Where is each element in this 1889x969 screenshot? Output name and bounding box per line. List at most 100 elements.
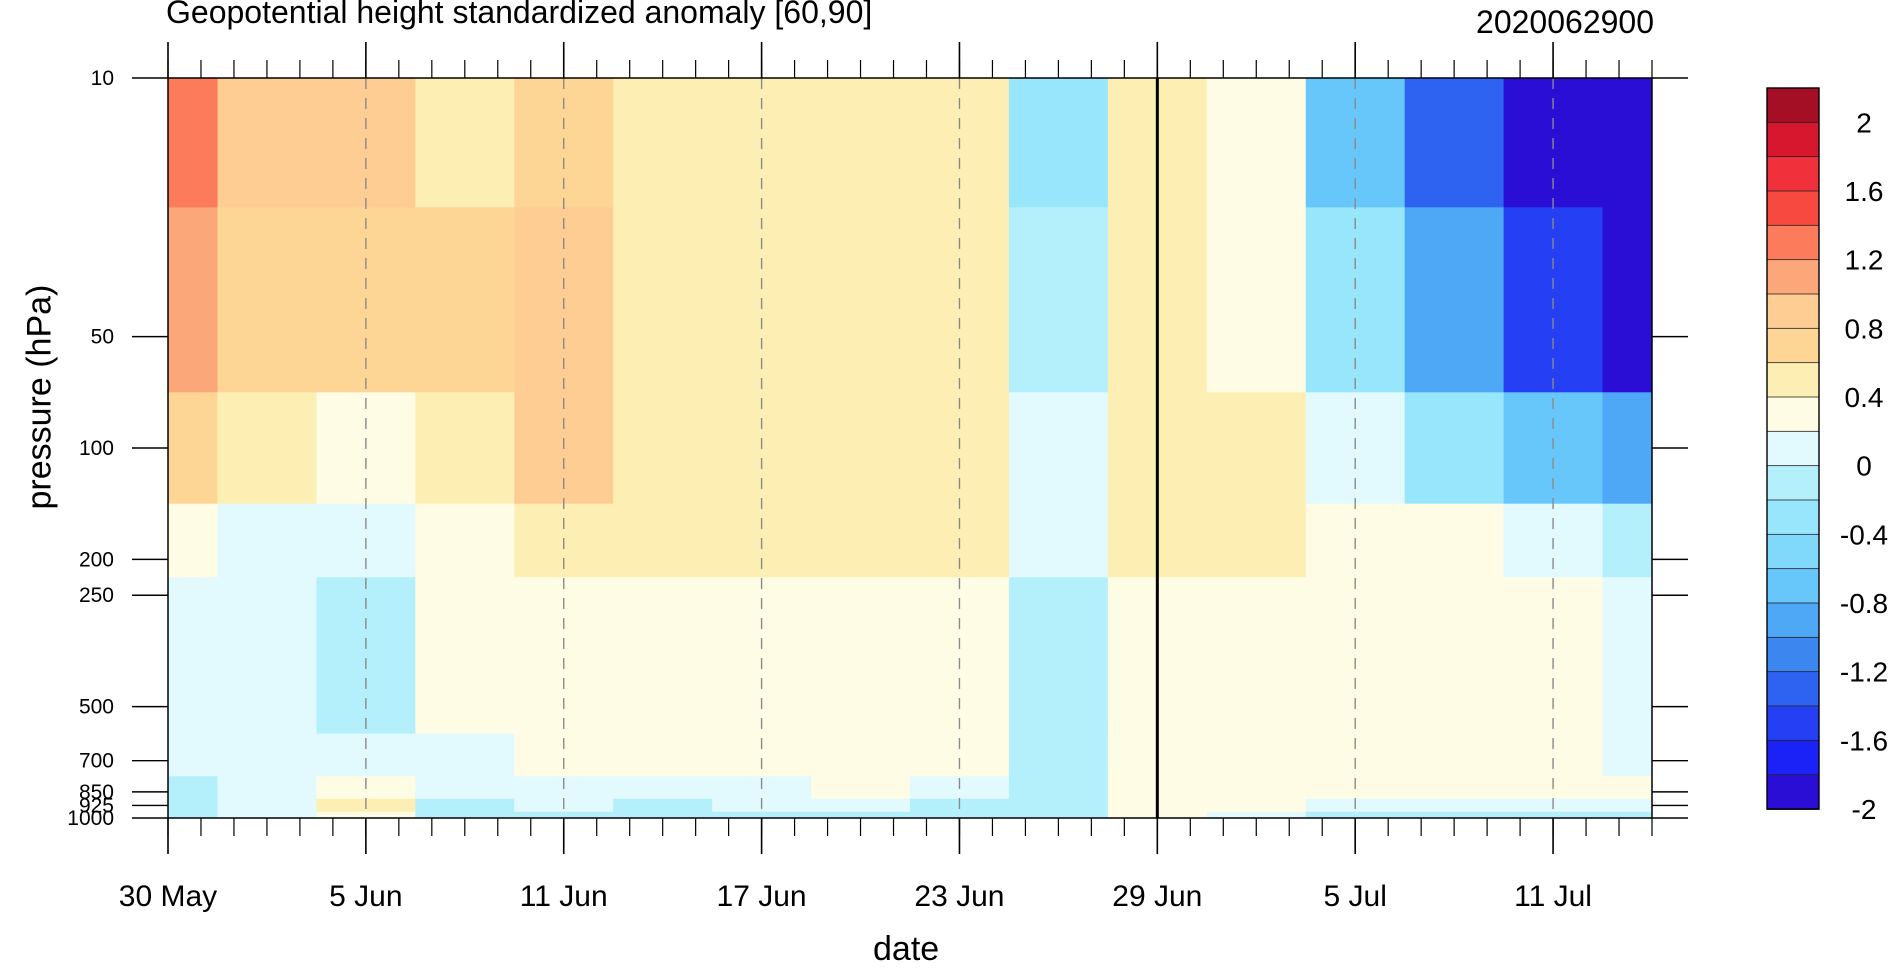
heatmap-cell [168, 776, 218, 800]
heatmap-cell [613, 78, 713, 208]
colorbar-label: -0.4 [1840, 519, 1888, 550]
heatmap-cell [811, 798, 911, 813]
heatmap-cell [1602, 650, 1653, 735]
heatmap-cell [1008, 207, 1109, 393]
chart-title: Geopotential height standardized anomaly… [166, 0, 873, 30]
heatmap-cell [168, 798, 218, 813]
heatmap-cell [1503, 811, 1604, 819]
heatmap-cell [1008, 811, 1109, 819]
colorbar-segment [1766, 499, 1820, 536]
heatmap-cell [1206, 650, 1307, 735]
heatmap-cell [1008, 733, 1109, 777]
colorbar-segment [1766, 293, 1820, 330]
heatmap-cell [415, 503, 515, 578]
y-tick-label: 10 [91, 67, 114, 90]
x-tick-label: 11 Jun [520, 880, 608, 913]
colorbar-segment [1766, 224, 1820, 261]
heatmap-cell [1404, 207, 1505, 393]
heatmap-cell [1602, 503, 1653, 578]
colorbar-label: 1.6 [1845, 176, 1884, 207]
heatmap-cell [217, 798, 317, 813]
heatmap-cell [1008, 776, 1109, 800]
heatmap-cell [217, 78, 317, 208]
heatmap-cell [1602, 733, 1653, 777]
y-tick-label: 200 [79, 548, 114, 571]
heatmap-cell [1206, 798, 1307, 813]
heatmap-cell [415, 733, 515, 777]
heatmap-cell [1206, 503, 1307, 578]
colorbar-label: 0.4 [1845, 382, 1884, 413]
heatmap-cell [811, 78, 911, 208]
heatmap-cell [811, 392, 911, 505]
heatmap-cell [415, 577, 515, 652]
heatmap-cell [168, 811, 218, 819]
colorbar-segment [1766, 327, 1820, 364]
x-tick-label: 11 Jul [1514, 880, 1592, 913]
heatmap-cell [811, 577, 911, 652]
colorbar-frame [1766, 87, 1820, 810]
heatmap-cell [168, 78, 218, 208]
y-tick-label: 700 [79, 750, 114, 773]
heatmap-cell [1404, 811, 1505, 819]
x-tick-label: 5 Jun [329, 880, 402, 913]
heatmap-cell [1206, 392, 1307, 505]
colorbar-segment [1766, 156, 1820, 192]
heatmap-cell [1404, 733, 1505, 777]
heatmap-cell [1602, 392, 1653, 505]
colorbar-segment [1766, 396, 1820, 433]
heatmap-cell [1008, 78, 1109, 208]
colorbar-segment [1766, 739, 1820, 776]
heatmap-cell [1602, 78, 1653, 208]
heatmap-cell [217, 733, 317, 777]
x-axis-label: date [873, 930, 940, 968]
heatmap-cell [613, 503, 713, 578]
y-tick-label: 925 [79, 794, 114, 817]
heatmap-cell [613, 577, 713, 652]
heatmap-cell [1008, 650, 1109, 735]
heatmap-cell [415, 392, 515, 505]
heatmap-cell [217, 811, 317, 819]
colorbar-segment [1766, 636, 1820, 673]
chart-subtitle: 2020062900 [1476, 4, 1654, 40]
heatmap-cell [1305, 811, 1406, 819]
colorbar-segment [1766, 190, 1820, 227]
heatmap-cell [1404, 798, 1505, 813]
x-tick-label: 23 Jun [914, 880, 1004, 913]
heatmap-cell [415, 650, 515, 735]
colorbar-label: 0 [1856, 451, 1872, 482]
heatmap-cell [168, 503, 218, 578]
heatmap-cell [811, 503, 911, 578]
colorbar-label: -0.8 [1840, 588, 1888, 619]
colorbar-segment [1766, 465, 1820, 501]
colorbar-label: 1.2 [1845, 245, 1884, 276]
colorbar-label: -1.6 [1840, 725, 1888, 756]
colorbar-segment [1766, 602, 1820, 639]
x-tick-label: 29 Jun [1112, 880, 1202, 913]
heatmap-cell [1206, 733, 1307, 777]
colorbar-segment [1766, 568, 1820, 604]
colorbar-segment [1766, 121, 1820, 158]
heatmap-cell [811, 733, 911, 777]
colorbar-label: -2 [1852, 794, 1877, 825]
heatmap-cell [1206, 78, 1307, 208]
heatmap-cell [1206, 577, 1307, 652]
heatmap-cell [217, 650, 317, 735]
heatmap-cell [613, 811, 713, 819]
heatmap-cell [1602, 776, 1653, 800]
heatmap-cell [1404, 503, 1505, 578]
heatmap-cell [1404, 392, 1505, 505]
heatmap-cell [613, 798, 713, 813]
heatmap-cell [811, 811, 911, 819]
colorbar-segment [1766, 705, 1820, 742]
heatmap-cell [514, 811, 614, 819]
colorbar-segment [1766, 430, 1820, 467]
y-tick-label: 250 [79, 584, 114, 607]
heatmap-cell [1404, 577, 1505, 652]
heatmap-cell [1404, 78, 1505, 208]
heatmap-cell [910, 811, 1010, 819]
heatmap-cell [1206, 811, 1307, 819]
colorbar-segment [1766, 362, 1820, 398]
colorbar-label: 2 [1856, 107, 1872, 138]
heatmap-cell [1404, 650, 1505, 735]
